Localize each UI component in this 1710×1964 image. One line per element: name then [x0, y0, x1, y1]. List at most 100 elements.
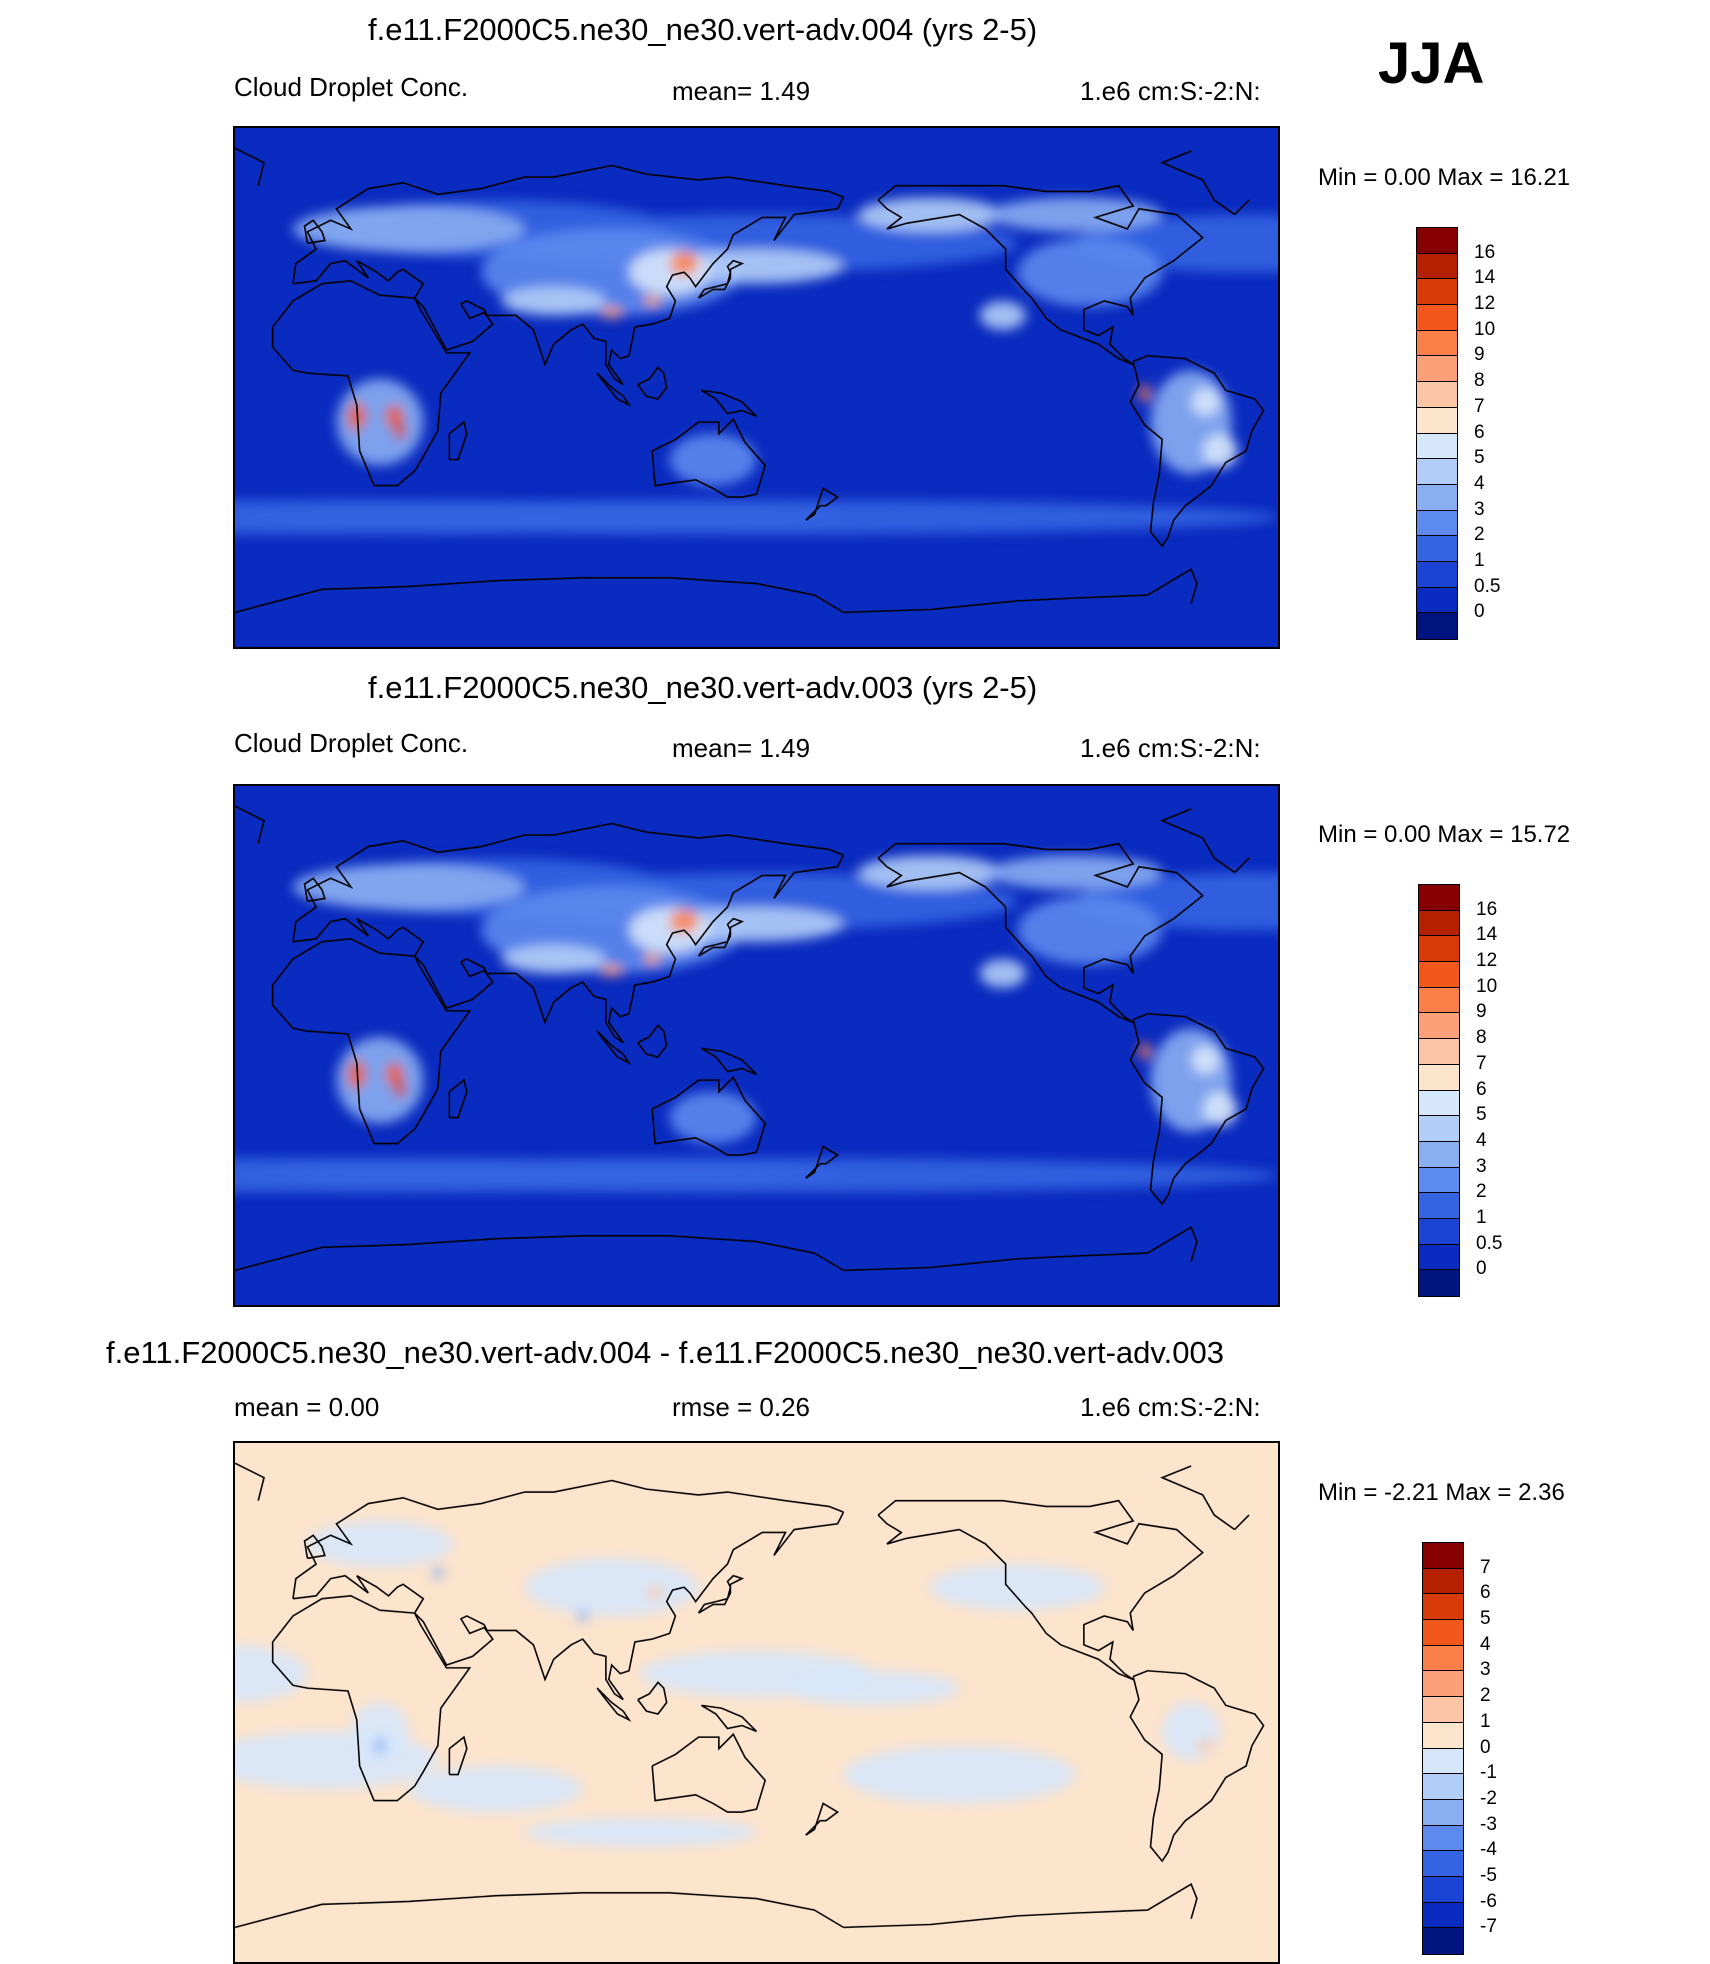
coastline: [292, 196, 845, 386]
coastline: [637, 1681, 668, 1715]
field-contour: [669, 251, 699, 276]
coastline: [877, 184, 1204, 366]
coastline: [235, 147, 265, 186]
field-contour: [1191, 1045, 1221, 1075]
colorbar-swatch: [1423, 1902, 1463, 1929]
colorbar-tick-label: -5: [1480, 1864, 1497, 1886]
coastline: [1129, 1012, 1265, 1206]
colorbar-swatch: [1417, 510, 1457, 537]
colorbar-tick-label: -6: [1480, 1890, 1497, 1912]
colorbar-swatch: [1423, 1568, 1463, 1595]
colorbar-tick-label: -1: [1480, 1762, 1497, 1784]
coastline: [596, 372, 632, 407]
field-contour: [1196, 1739, 1215, 1752]
field-contour: [576, 1610, 589, 1622]
field-contour: [930, 1564, 1105, 1611]
colorbar-tick-label: 4: [1476, 1129, 1487, 1151]
colorbar-swatch: [1423, 1928, 1463, 1954]
field-contour: [336, 378, 424, 466]
colorbar-tick-label: 6: [1476, 1078, 1487, 1100]
colorbar-swatch: [1417, 382, 1457, 408]
colorbar-swatch: [1423, 1774, 1463, 1800]
field-contour: [235, 499, 1278, 535]
colorbar-swatch: [1423, 1876, 1463, 1903]
coastline: [235, 577, 844, 614]
colorbar-swatch: [1423, 1748, 1463, 1775]
field-contour: [843, 1745, 1076, 1804]
colorbar-tick-label: 5: [1476, 1104, 1487, 1126]
field-contour: [988, 855, 1163, 890]
coastline: [697, 259, 745, 299]
field-contour: [307, 1520, 453, 1567]
field-contour: [385, 404, 404, 428]
colorbar-tick-label: 14: [1476, 924, 1498, 946]
field-contour: [1138, 1042, 1151, 1060]
colorbar-swatch: [1417, 279, 1457, 306]
panel-2-variable-label: Cloud Droplet Conc.: [234, 728, 469, 758]
field-contour: [235, 1644, 308, 1703]
field-contour: [669, 1091, 757, 1144]
coastline: [596, 1687, 632, 1722]
colorbar-tick-label: 0: [1480, 1736, 1491, 1758]
field-contour: [336, 1036, 424, 1124]
coastline: [1160, 150, 1236, 216]
colorbar-swatch: [1419, 936, 1459, 963]
colorbar-swatch: [1423, 1799, 1463, 1826]
colorbar-tick-label: 16: [1476, 898, 1498, 920]
colorbar-swatch: [1417, 253, 1457, 280]
colorbar-tick-label: 1: [1480, 1710, 1491, 1732]
colorbar-tick-label: 10: [1476, 975, 1498, 997]
panel-2-mean-label: mean= 1.49: [672, 733, 811, 763]
field-contour: [501, 286, 606, 316]
field-contour: [1138, 384, 1151, 402]
field-contour: [374, 1737, 386, 1755]
field-contour: [1202, 433, 1238, 469]
colorbar-tick-label: 5: [1480, 1608, 1491, 1630]
colorbar-tick-label: 3: [1476, 1155, 1487, 1177]
coastline: [271, 280, 472, 487]
coastline: [1129, 354, 1265, 548]
coastline: [843, 568, 1198, 614]
coastline: [292, 1511, 845, 1701]
map-canvas: [235, 1443, 1278, 1962]
colorbar-swatch: [1419, 1039, 1459, 1065]
field-contour: [524, 1558, 699, 1616]
field-contour: [643, 295, 661, 307]
colorbar-tick-label: 12: [1474, 293, 1496, 315]
colorbar-tick-label: 7: [1480, 1556, 1491, 1578]
coastline: [637, 1024, 668, 1058]
panel-2-colorbar: [1418, 884, 1460, 1297]
field-contour: [629, 907, 711, 954]
coastline: [651, 1075, 767, 1156]
colorbar-swatch: [1419, 1090, 1459, 1117]
colorbar-tick-label: 6: [1480, 1582, 1491, 1604]
colorbar-swatch: [1419, 1270, 1459, 1296]
colorbar-tick-label: 8: [1476, 1027, 1487, 1049]
colorbar-tick-label: -2: [1480, 1787, 1497, 1809]
colorbar-swatch: [1419, 1141, 1459, 1168]
coastline: [697, 1574, 745, 1614]
coastline: [651, 417, 767, 498]
field-contour: [1017, 237, 1163, 307]
panel-1-variable-label: Cloud Droplet Conc.: [234, 72, 469, 102]
field-contour: [1017, 895, 1163, 965]
colorbar-tick-label: 2: [1480, 1685, 1491, 1707]
colorbar-tick-label: 7: [1476, 1052, 1487, 1074]
field-contour: [669, 433, 757, 486]
colorbar-tick-label: 4: [1474, 472, 1485, 494]
panel-1-map: [233, 126, 1280, 649]
coastline: [448, 1078, 468, 1119]
field-contour: [643, 953, 661, 965]
colorbar-tick-label: 3: [1474, 498, 1485, 520]
colorbar-swatch: [1419, 1218, 1459, 1245]
panel-2-units-label: 1.e6 cm:S:-2:N:: [1080, 733, 1261, 763]
colorbar-swatch: [1419, 1064, 1459, 1091]
colorbar-tick-label: 9: [1476, 1001, 1487, 1023]
colorbar-swatch: [1417, 536, 1457, 562]
colorbar-swatch: [1423, 1543, 1463, 1569]
field-contour: [646, 1587, 664, 1599]
colorbar-swatch: [1419, 910, 1459, 937]
coastline: [235, 1235, 844, 1272]
coastline: [805, 487, 840, 521]
colorbar-tick-label: 6: [1474, 421, 1485, 443]
